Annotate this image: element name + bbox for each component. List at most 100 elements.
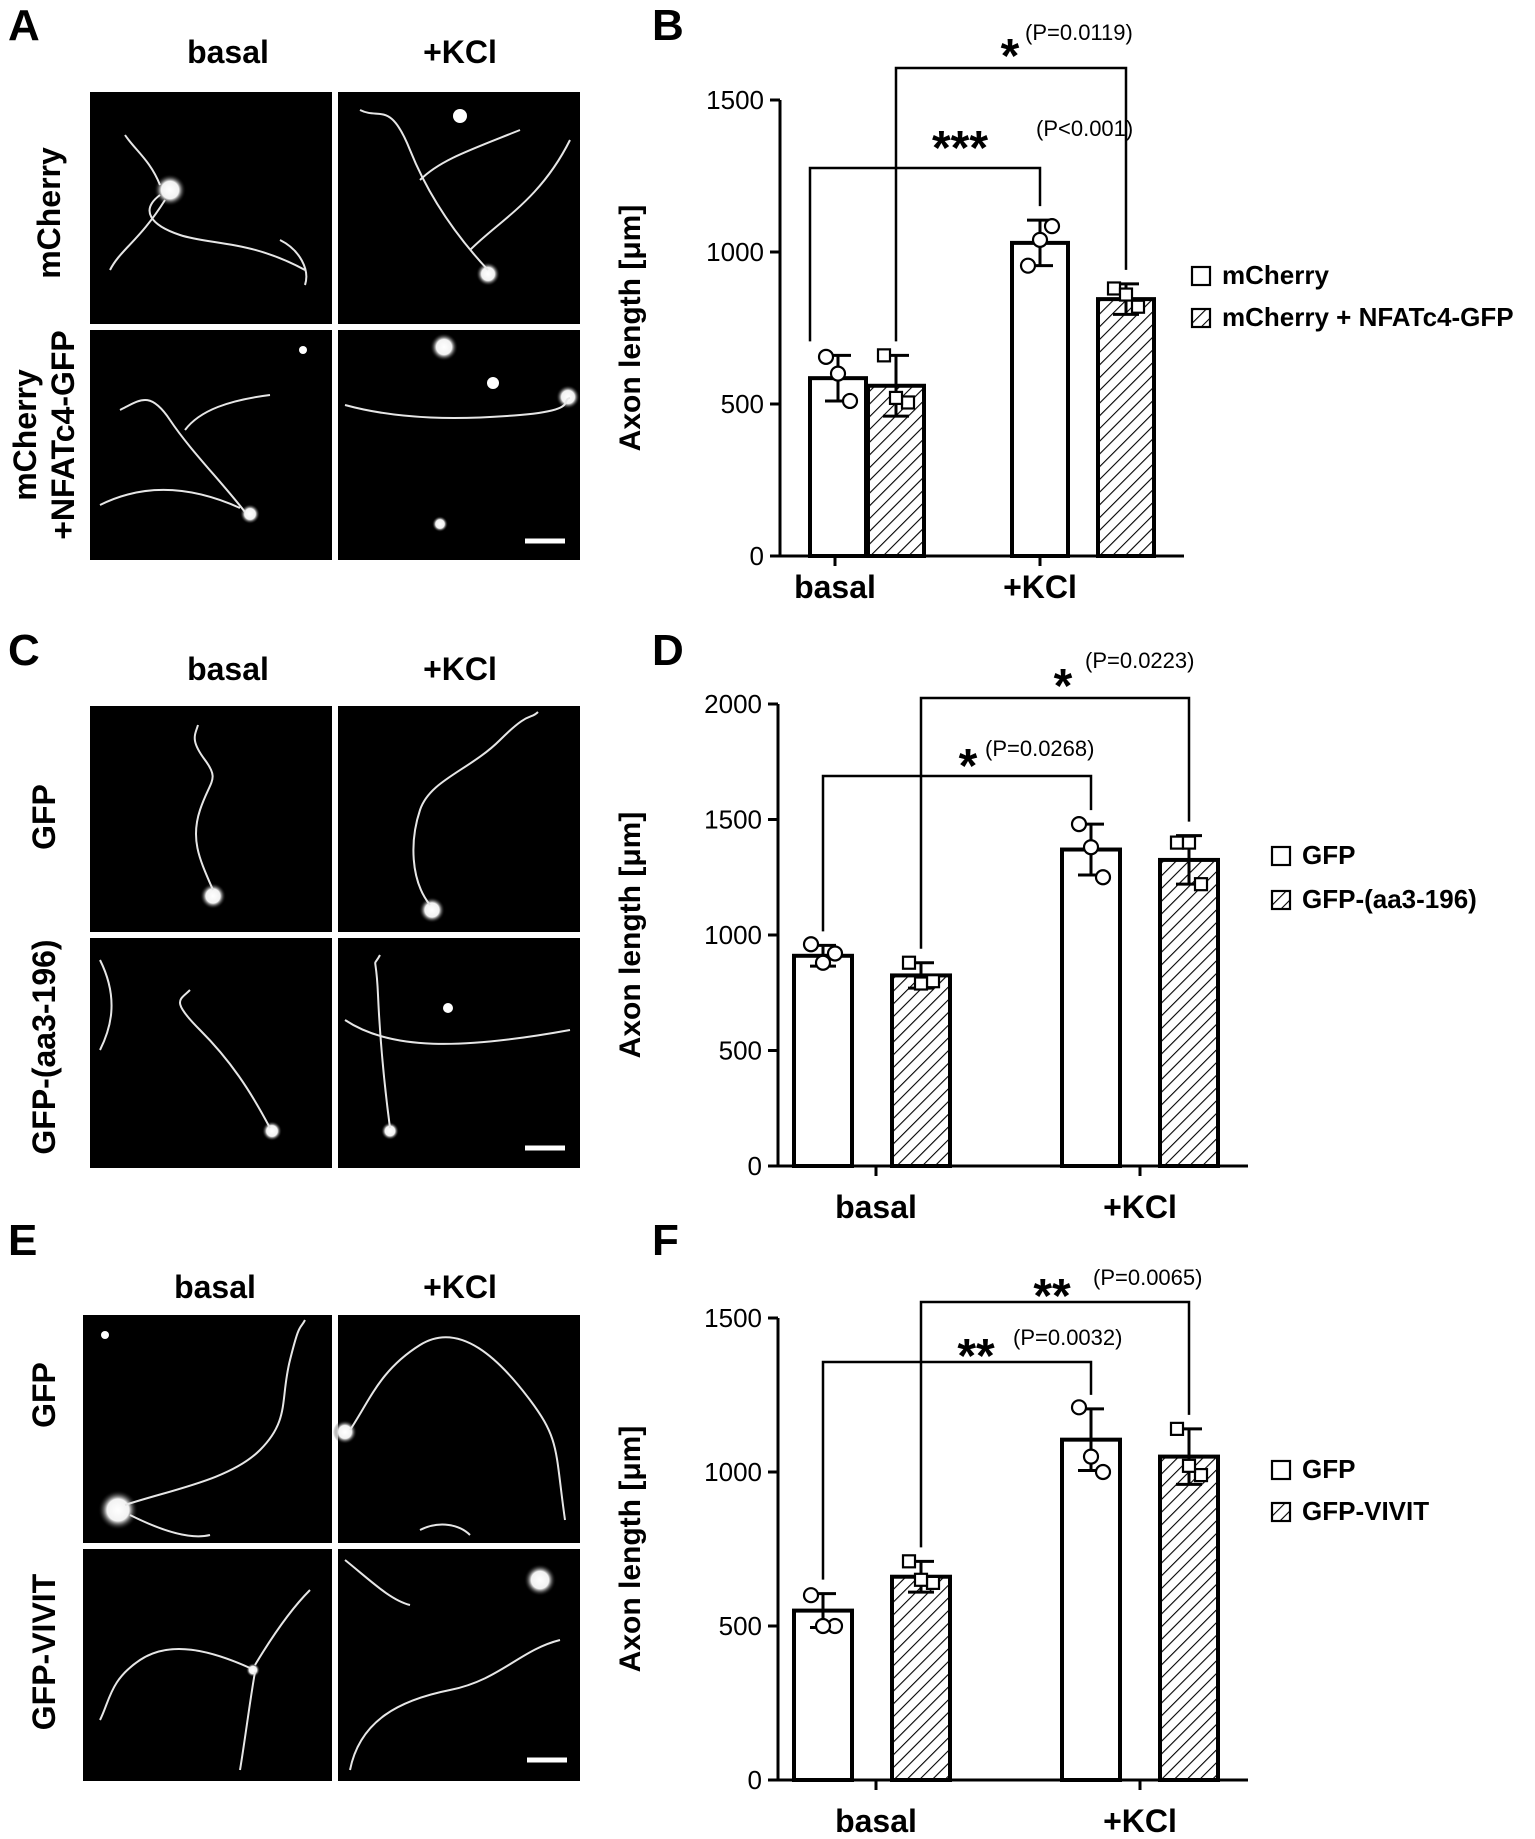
chart-b-y-tick-label-3: 1500: [706, 85, 764, 115]
chart-f-point-0-1-2: [913, 1572, 929, 1587]
chart-b-point-0-1-0: [876, 348, 892, 363]
chart-f-legend-swatch-1: [1270, 1501, 1292, 1523]
chart-d-significance-stars-0: *: [959, 740, 978, 793]
chart-b-y-tick-label-2: 1000: [706, 237, 764, 267]
chart-f-significance-bracket-1: [919, 1300, 1191, 1548]
bar-chart-d: 0 500 1000 1500 2000 basal +KCl Axon length [μm…: [614, 648, 1477, 1225]
chart-d-point-0-1-1: [925, 974, 941, 989]
chart-b-legend-swatch-1: [1190, 307, 1212, 329]
grid-e-row-2-label: GFP-VIVIT: [26, 1573, 62, 1730]
chart-b-x-category-0: basal: [794, 569, 876, 605]
micrograph-a-nfat-basal: [90, 330, 332, 560]
chart-f-bar-1-1: [1158, 1454, 1220, 1782]
chart-b-point-0-1-2: [888, 390, 904, 406]
chart-b-bar-1-1: [1096, 297, 1156, 558]
chart-b-bar-0-0: [808, 376, 868, 558]
micrograph-e-vivit-basal: [83, 1549, 332, 1781]
chart-b-point-0-0-0: [817, 348, 835, 365]
panel-label-f: F: [652, 1216, 679, 1265]
grid-a-row-2-label-line1: mCherry: [7, 369, 43, 501]
chart-d-p-value-1: (P=0.0223): [1085, 648, 1194, 673]
chart-d-x-category-0: basal: [835, 1189, 917, 1225]
micrograph-c-gfp-kcl: [338, 706, 580, 932]
bar-chart-b: 0 500 1000 1500 basal +KCl Axon length [μm] ***…: [614, 20, 1514, 605]
chart-d-y-axis-label: Axon length [μm]: [614, 812, 647, 1059]
chart-b-point-1-1-0: [1106, 281, 1122, 296]
micrograph-a-mcherry-basal: [90, 92, 332, 324]
chart-b-p-value-0: (P<0.001): [1036, 116, 1133, 141]
grid-a-col-kcl: +KCl: [423, 34, 497, 70]
chart-d-point-1-1-1: [1193, 877, 1209, 892]
micrograph-c-aa-basal: [90, 938, 332, 1168]
chart-f-point-0-1-1: [925, 1575, 941, 1590]
image-grid-a: basal +KCl mCherry mCherry +NFATc4-GFP: [7, 34, 580, 560]
micrograph-e-gfp-kcl: [338, 1315, 580, 1543]
micrograph-a-nfat-kcl: [338, 330, 580, 560]
chart-b-point-0-0-2: [829, 365, 847, 382]
chart-b-y-axis-label: Axon length [μm]: [614, 205, 647, 452]
chart-d-point-1-0-1: [1094, 869, 1112, 886]
micrograph-c-aa-kcl: [338, 938, 580, 1168]
chart-d-point-0-0-2: [814, 954, 832, 971]
chart-f-point-0-0-0: [802, 1587, 820, 1604]
chart-b-p-value-1: (P=0.0119): [1025, 20, 1133, 45]
chart-d-point-1-1-2: [1181, 835, 1197, 850]
chart-d-legend-label-0: GFP: [1302, 840, 1355, 870]
grid-e-row-1-label: GFP: [26, 1362, 62, 1428]
chart-b-significance-bracket-0: [808, 166, 1042, 342]
chart-f-point-1-0-0: [1070, 1399, 1088, 1416]
chart-f-point-1-1-0: [1169, 1421, 1185, 1436]
chart-f-y-tick-label-3: 1500: [704, 1303, 762, 1333]
chart-d-point-1-0-0: [1070, 816, 1088, 833]
grid-e-col-basal: basal: [174, 1269, 256, 1305]
panel-label-a: A: [8, 1, 40, 50]
chart-d-point-0-0-0: [802, 936, 820, 953]
chart-d-significance-stars-1: *: [1054, 660, 1073, 713]
panel-label-c: C: [8, 626, 40, 675]
chart-f-x-category-0: basal: [835, 1803, 917, 1839]
chart-d-legend-swatch-1: [1270, 889, 1292, 911]
chart-f-p-value-1: (P=0.0065): [1093, 1265, 1202, 1290]
panel-label-e: E: [8, 1216, 37, 1265]
chart-d-bar-0-0: [792, 953, 854, 1168]
chart-d-y-tick-label-2: 1000: [704, 920, 762, 950]
chart-d-point-1-1-0: [1169, 835, 1185, 850]
chart-f-p-value-0: (P=0.0032): [1013, 1325, 1122, 1350]
chart-f-y-axis-label: Axon length [μm]: [614, 1426, 647, 1673]
chart-b-legend-label-0: mCherry: [1222, 260, 1329, 290]
chart-f-bar-1-0: [1060, 1437, 1122, 1783]
chart-b-point-0-0-1: [841, 392, 859, 410]
chart-b-bar-1-0: [1010, 240, 1070, 558]
grid-c-row-2-label: GFP-(aa3-196): [26, 939, 62, 1154]
chart-d-legend-label-1: GFP-(aa3-196): [1302, 884, 1477, 914]
chart-f-bar-0-0: [792, 1608, 854, 1782]
chart-f-y-tick-label-1: 500: [719, 1611, 762, 1641]
grid-a-row-1-label: mCherry: [31, 147, 67, 279]
chart-d-y-tick-label-4: 2000: [704, 689, 762, 719]
chart-f-legend-label-1: GFP-VIVIT: [1302, 1496, 1429, 1526]
chart-b-point-1-1-1: [1130, 299, 1146, 314]
chart-f-point-1-0-2: [1082, 1448, 1100, 1465]
chart-f-legend-swatch-0: [1270, 1459, 1292, 1481]
chart-d-legend-swatch-0: [1270, 845, 1292, 867]
chart-d-x-category-1: +KCl: [1103, 1189, 1177, 1225]
chart-f-point-1-0-1: [1094, 1463, 1112, 1481]
chart-f-point-0-1-0: [901, 1554, 917, 1569]
chart-b-y-tick-label-0: 0: [750, 541, 764, 571]
chart-d-bar-1-1: [1158, 857, 1220, 1168]
chart-b-significance-stars-0: ***: [932, 122, 988, 175]
grid-c-col-basal: basal: [187, 651, 269, 687]
chart-b-point-0-1-1: [900, 395, 916, 410]
chart-b-legend-label-1: mCherry + NFATc4-GFP: [1222, 302, 1514, 332]
chart-b-significance-stars-1: *: [1001, 30, 1020, 83]
panel-label-b: B: [652, 1, 684, 50]
chart-d-y-tick-label-3: 1500: [704, 805, 762, 835]
chart-d-bar-1-0: [1060, 847, 1122, 1169]
chart-f-significance-bracket-0: [821, 1360, 1093, 1580]
grid-e-col-kcl: +KCl: [423, 1269, 497, 1305]
image-grid-c: basal +KCl GFP GFP-(aa3-196): [26, 651, 580, 1168]
chart-b-point-1-0-0: [1019, 257, 1037, 274]
panel-label-d: D: [652, 626, 684, 675]
